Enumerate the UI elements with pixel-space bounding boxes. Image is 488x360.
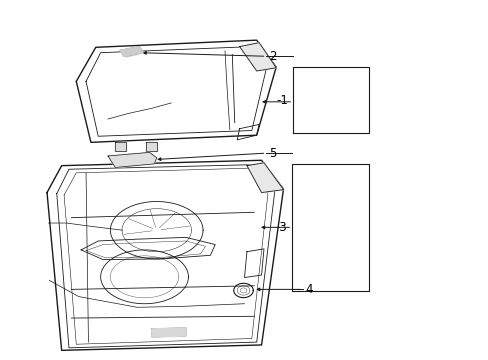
Text: -3: -3 [275, 221, 287, 234]
Polygon shape [108, 152, 157, 167]
Polygon shape [120, 46, 143, 56]
Text: -1: -1 [276, 94, 288, 107]
Polygon shape [239, 42, 276, 71]
Polygon shape [152, 328, 185, 337]
Polygon shape [146, 142, 157, 151]
Polygon shape [123, 48, 140, 57]
Polygon shape [246, 163, 283, 193]
Text: 4: 4 [305, 283, 312, 296]
Text: 2: 2 [268, 50, 276, 63]
Polygon shape [115, 142, 125, 151]
Text: 5: 5 [268, 147, 276, 159]
